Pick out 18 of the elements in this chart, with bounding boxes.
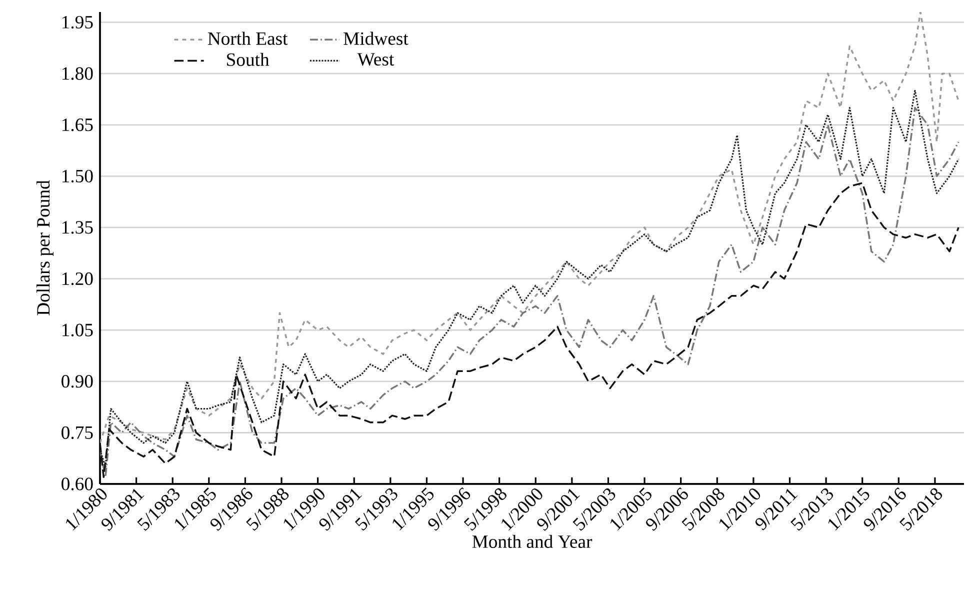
y-tick-label: 1.50 [62, 170, 93, 183]
y-tick-label: 0.60 [62, 478, 93, 490]
y-tick-label: 1.05 [62, 324, 93, 336]
line-series [100, 182, 960, 478]
y-tick-label: 0.75 [62, 426, 93, 440]
y-tick-label: 1.95 [62, 16, 93, 29]
y-tick-label: 0.90 [62, 375, 93, 388]
legend-label: South [227, 52, 270, 66]
y-tick-label: 1.80 [62, 67, 93, 80]
legend-label: Midwest [344, 32, 408, 45]
y-axis-title: Dollars per Pound [36, 180, 54, 316]
y-tick-label: 1.20 [62, 272, 93, 286]
y-tick-label: 1.35 [62, 221, 93, 234]
legend-label: North East [208, 32, 288, 45]
x-axis-title: Month and Year [472, 534, 592, 548]
line-series [100, 12, 960, 444]
y-tick-label: 1.65 [62, 118, 93, 132]
legend-label: West [357, 53, 394, 66]
